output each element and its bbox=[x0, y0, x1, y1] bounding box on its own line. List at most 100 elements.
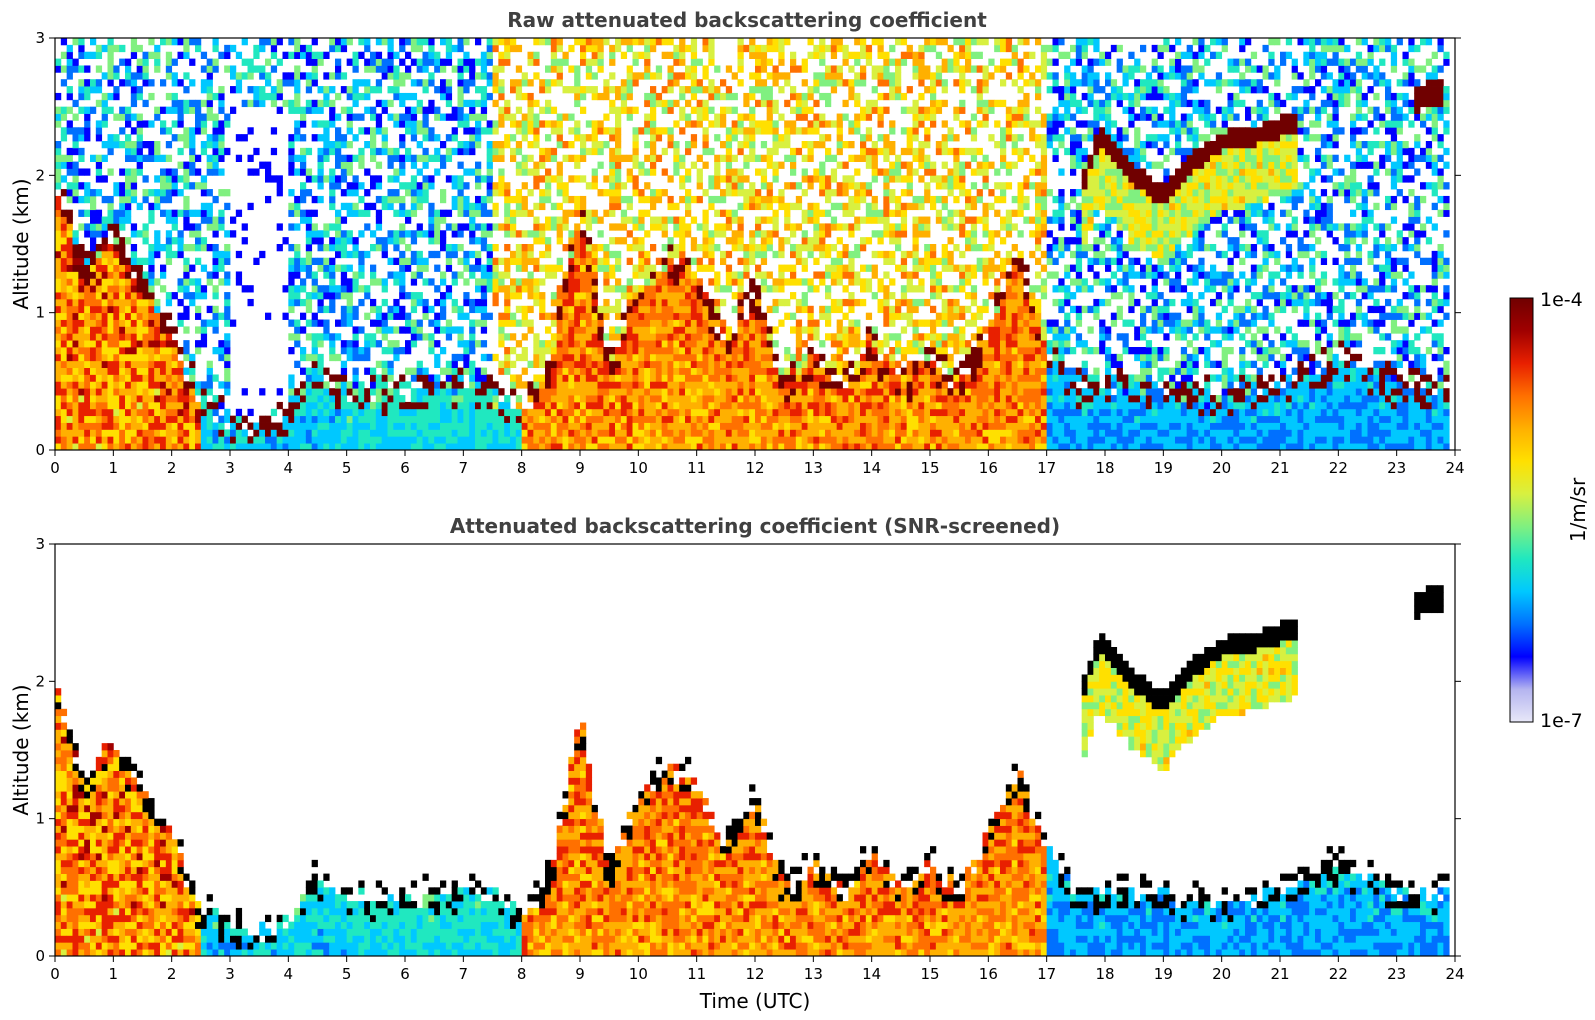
heatmap-cell bbox=[352, 436, 359, 444]
heatmap-cell bbox=[183, 292, 190, 300]
heatmap-cell bbox=[766, 381, 773, 389]
heatmap-cell bbox=[381, 388, 388, 396]
heatmap-cell bbox=[142, 65, 149, 73]
heatmap-cell bbox=[515, 353, 523, 362]
heatmap-cell bbox=[580, 367, 587, 375]
heatmap-cell bbox=[195, 285, 202, 293]
heatmap-cell bbox=[562, 388, 569, 396]
heatmap-cell bbox=[673, 271, 680, 279]
heatmap-cell bbox=[72, 278, 79, 286]
heatmap-cell bbox=[451, 230, 458, 238]
heatmap-cell bbox=[766, 58, 773, 66]
heatmap-cell bbox=[743, 360, 750, 368]
heatmap-cell bbox=[632, 141, 639, 149]
heatmap-cell bbox=[690, 298, 698, 307]
heatmap-cell bbox=[416, 395, 423, 403]
heatmap-cell bbox=[393, 120, 400, 128]
heatmap-cell bbox=[125, 65, 132, 73]
heatmap-cell bbox=[113, 347, 120, 355]
heatmap-cell bbox=[731, 278, 738, 286]
heatmap-cell bbox=[498, 154, 505, 162]
heatmap-cell bbox=[725, 408, 733, 417]
heatmap-cell bbox=[795, 244, 803, 252]
heatmap-cell bbox=[714, 340, 721, 348]
heatmap-cell bbox=[311, 408, 318, 417]
heatmap-cell bbox=[130, 113, 138, 121]
heatmap-cell bbox=[119, 422, 126, 430]
heatmap-cell bbox=[690, 72, 698, 80]
heatmap-cell bbox=[708, 202, 715, 211]
heatmap-cell bbox=[702, 422, 709, 430]
heatmap-cell bbox=[95, 443, 103, 451]
heatmap-cell bbox=[107, 216, 114, 224]
heatmap-cell bbox=[562, 395, 569, 403]
heatmap-cell bbox=[714, 161, 721, 169]
heatmap-cell bbox=[679, 305, 686, 314]
heatmap-cell bbox=[667, 381, 674, 389]
heatmap-cell bbox=[690, 141, 698, 149]
heatmap-cell bbox=[568, 244, 575, 252]
heatmap-cell bbox=[311, 395, 318, 403]
heatmap-cell bbox=[189, 230, 196, 238]
heatmap-cell bbox=[381, 422, 388, 430]
heatmap-cell bbox=[498, 141, 505, 149]
heatmap-cell bbox=[679, 333, 686, 341]
heatmap-cell bbox=[696, 223, 703, 231]
heatmap-cell bbox=[317, 230, 324, 238]
heatmap-cell bbox=[457, 353, 464, 362]
heatmap-cell bbox=[195, 237, 202, 245]
heatmap-cell bbox=[422, 230, 429, 238]
heatmap-cell bbox=[778, 86, 785, 94]
heatmap-cell bbox=[101, 230, 108, 238]
heatmap-cell bbox=[772, 436, 779, 444]
heatmap-cell bbox=[305, 333, 313, 341]
heatmap-cell bbox=[463, 79, 470, 87]
heatmap-cell bbox=[224, 415, 231, 423]
heatmap-cell bbox=[585, 422, 593, 430]
heatmap-cell bbox=[492, 147, 499, 156]
heatmap-cell bbox=[667, 86, 674, 94]
heatmap-cell bbox=[661, 340, 668, 348]
heatmap-cell bbox=[434, 223, 441, 231]
heatmap-cell bbox=[585, 319, 593, 327]
heatmap-cell bbox=[609, 182, 616, 190]
heatmap-cell bbox=[743, 292, 750, 300]
heatmap-cell bbox=[667, 292, 674, 300]
heatmap-cell bbox=[749, 312, 756, 320]
heatmap-cell bbox=[387, 44, 394, 53]
heatmap-cell bbox=[486, 381, 493, 389]
heatmap-cell bbox=[107, 429, 114, 437]
heatmap-cell bbox=[364, 189, 371, 197]
heatmap-cell bbox=[480, 223, 488, 231]
heatmap-cell bbox=[784, 381, 791, 389]
heatmap-cell bbox=[562, 347, 569, 355]
heatmap-cell bbox=[160, 182, 167, 190]
heatmap-cell bbox=[311, 443, 318, 451]
heatmap-cell bbox=[218, 51, 225, 59]
heatmap-cell bbox=[422, 154, 429, 162]
heatmap-cell bbox=[224, 113, 231, 121]
heatmap-cell bbox=[714, 347, 721, 355]
heatmap-cell bbox=[480, 305, 488, 314]
heatmap-cell bbox=[311, 209, 318, 217]
heatmap-cell bbox=[101, 415, 108, 423]
heatmap-cell bbox=[66, 189, 73, 197]
heatmap-cell bbox=[661, 367, 668, 375]
heatmap-cell bbox=[317, 99, 324, 108]
heatmap-cell bbox=[702, 298, 709, 307]
heatmap-cell bbox=[451, 113, 458, 121]
heatmap-cell bbox=[206, 415, 213, 423]
heatmap-cell bbox=[72, 230, 79, 238]
heatmap-cell bbox=[795, 415, 803, 423]
heatmap-cell bbox=[533, 38, 540, 46]
heatmap-cell bbox=[580, 326, 587, 334]
heatmap-cell bbox=[725, 161, 733, 169]
heatmap-cell bbox=[200, 86, 208, 94]
heatmap-cell bbox=[381, 298, 388, 307]
heatmap-cell bbox=[381, 312, 388, 320]
heatmap-cell bbox=[148, 401, 155, 410]
heatmap-cell bbox=[603, 374, 610, 382]
heatmap-cell bbox=[574, 360, 581, 368]
heatmap-cell bbox=[358, 195, 365, 204]
heatmap-cell bbox=[416, 120, 423, 128]
